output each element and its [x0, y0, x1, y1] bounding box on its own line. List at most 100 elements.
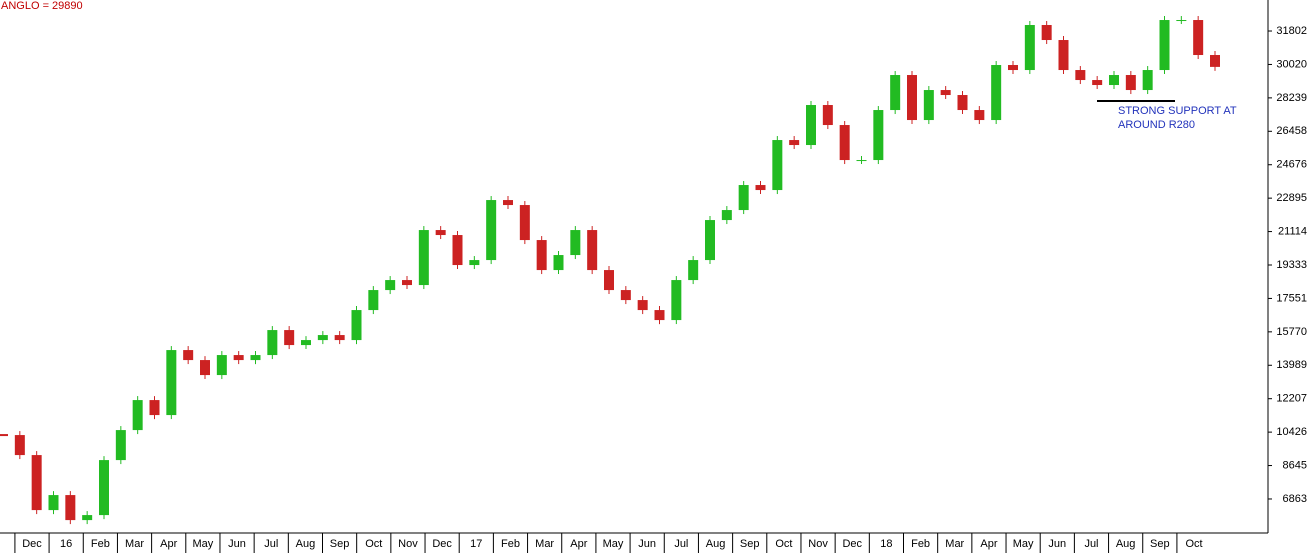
x-tick-label: Oct — [1185, 538, 1202, 550]
candle — [503, 200, 513, 206]
y-tick-label: 6863 — [1283, 493, 1307, 505]
candle — [132, 400, 143, 431]
candle — [957, 95, 968, 111]
candle — [14, 435, 25, 456]
y-tick-label: 15770 — [1276, 326, 1307, 338]
x-tick-label: Jun — [228, 538, 246, 550]
y-tick-label: 17551 — [1276, 292, 1307, 304]
candle — [351, 310, 362, 341]
candle — [806, 105, 816, 146]
candle — [553, 255, 564, 271]
candle — [250, 355, 261, 361]
x-tick-label: Apr — [980, 538, 997, 550]
candle — [317, 335, 328, 341]
candle — [435, 230, 446, 236]
x-tick-label: Apr — [160, 538, 177, 550]
x-tick-label: Dec — [22, 538, 42, 550]
candle — [789, 140, 800, 146]
y-tick-label: 10426 — [1276, 426, 1307, 438]
candle — [0, 434, 8, 437]
y-tick-label: 19333 — [1276, 259, 1307, 271]
candle — [284, 330, 295, 346]
candle — [82, 515, 93, 521]
candle — [688, 260, 699, 281]
candle — [65, 495, 76, 521]
candle — [1159, 20, 1170, 71]
x-tick-label: Aug — [296, 538, 316, 550]
candle — [115, 430, 126, 461]
candle — [822, 105, 833, 126]
x-tick-label: Oct — [775, 538, 792, 550]
candle — [418, 230, 429, 286]
x-tick-label: Dec — [432, 538, 452, 550]
candle — [1125, 75, 1136, 91]
candle — [31, 455, 42, 511]
x-tick-label: Mar — [945, 538, 964, 550]
candle — [267, 330, 278, 356]
candle — [519, 205, 530, 241]
candle — [183, 350, 194, 361]
candle — [99, 460, 109, 516]
candle — [1142, 70, 1153, 91]
x-tick-label: 18 — [880, 538, 892, 550]
annotation: AROUND R280 — [1118, 119, 1195, 131]
x-tick-label: Sep — [1150, 538, 1170, 550]
x-tick-label: Oct — [365, 538, 382, 550]
annotation: STRONG SUPPORT AT — [1118, 105, 1237, 117]
candle — [705, 220, 715, 261]
x-tick-label: May — [1013, 538, 1034, 550]
x-tick-label: Apr — [570, 538, 587, 550]
x-tick-label: Jul — [1084, 538, 1098, 550]
x-tick-label: Feb — [911, 538, 930, 550]
candle — [385, 280, 396, 291]
x-tick-label: Nov — [398, 538, 418, 550]
x-tick-label: Sep — [740, 538, 760, 550]
candle — [570, 230, 581, 256]
candle — [1176, 20, 1187, 22]
candle — [1058, 40, 1069, 71]
candle — [402, 280, 412, 286]
candle — [1092, 80, 1103, 86]
candle — [923, 90, 934, 121]
y-tick-label: 22895 — [1276, 192, 1307, 204]
candle — [839, 125, 850, 161]
x-tick-label: May — [603, 538, 624, 550]
x-tick-label: Feb — [501, 538, 520, 550]
candle — [873, 110, 884, 161]
y-tick-label: 28239 — [1276, 92, 1307, 104]
candle — [907, 75, 917, 121]
y-tick-label: 30020 — [1276, 58, 1307, 70]
candle — [216, 355, 227, 376]
candle — [536, 240, 547, 271]
candle — [738, 185, 749, 211]
candle — [721, 210, 732, 221]
candle — [233, 355, 244, 361]
candle — [1193, 20, 1204, 56]
y-tick-label: 26458 — [1276, 125, 1307, 137]
y-tick-label: 31802 — [1276, 25, 1307, 37]
x-tick-label: Mar — [125, 538, 144, 550]
y-tick-label: 13989 — [1276, 359, 1307, 371]
x-tick-label: Jul — [674, 538, 688, 550]
y-tick-label: 24676 — [1276, 159, 1307, 171]
candle — [671, 280, 682, 321]
candle — [452, 235, 463, 266]
candle — [1041, 25, 1052, 41]
candle — [991, 65, 1002, 121]
candle — [587, 230, 598, 271]
candle — [1109, 75, 1119, 86]
candle — [637, 300, 648, 311]
candle — [48, 495, 59, 511]
y-tick-label: 21114 — [1278, 225, 1307, 237]
candle — [604, 270, 614, 291]
x-tick-label: Sep — [330, 538, 350, 550]
candle — [620, 290, 631, 301]
x-tick-label: Aug — [1116, 538, 1136, 550]
candle — [149, 400, 160, 416]
x-tick-label: Dec — [842, 538, 862, 550]
candle — [890, 75, 901, 111]
candle — [469, 260, 480, 266]
candle — [200, 360, 210, 376]
